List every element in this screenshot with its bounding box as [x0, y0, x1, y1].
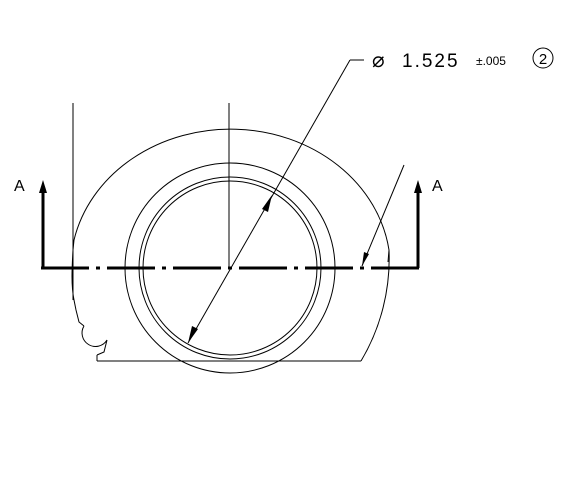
extension-arrowhead	[362, 252, 369, 266]
dimension-value: 1.525	[402, 51, 460, 72]
section-label-left: A	[14, 178, 25, 195]
section-label-right: A	[432, 178, 443, 195]
extension-leader-line	[361, 164, 405, 267]
keyway-notch	[81, 325, 108, 356]
section-left-arrowhead	[39, 180, 47, 193]
outer-housing-profile	[71, 239, 85, 327]
outer-housing-lower-right	[387, 249, 390, 263]
diameter-symbol: ⌀	[372, 49, 385, 72]
balloon-circle	[532, 47, 554, 69]
section-right-arrowhead	[414, 180, 422, 193]
balloon-number: 2	[539, 51, 547, 68]
dimension-arrowhead-upper	[262, 195, 272, 212]
dimension-tolerance: ±.005	[476, 54, 506, 68]
outer-housing-arc	[73, 128, 390, 362]
dimension-arrowhead-lower	[188, 326, 198, 343]
